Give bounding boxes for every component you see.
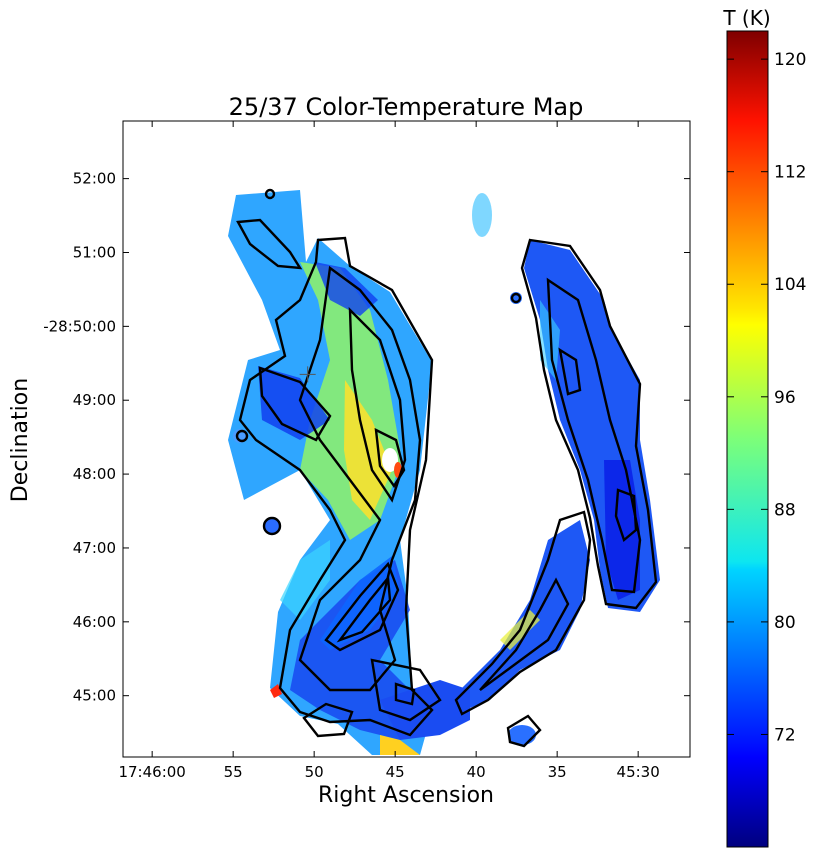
small-patch <box>472 193 492 237</box>
contour <box>520 238 658 610</box>
chart-title: 25/37 Color-Temperature Map <box>229 93 584 121</box>
contour <box>510 292 522 304</box>
x-axis-label: Right Ascension <box>318 783 494 808</box>
contour <box>302 702 354 738</box>
x-tick-label: 45 <box>386 763 405 781</box>
colorbar-ticks: 72 80 88 96 104 112 120 <box>727 50 806 745</box>
left-arc-filament <box>320 556 400 650</box>
contour <box>374 427 406 489</box>
hot-spot <box>382 448 398 472</box>
x-tick-label: 45:30 <box>617 763 660 781</box>
contour <box>506 714 542 748</box>
colorbar-tick-label: 80 <box>774 613 796 633</box>
y-axis-ticks: 45:00 46:00 47:00 48:00 49:00 -28:50:00 51:00 5… <box>43 170 690 705</box>
contour <box>454 510 592 716</box>
colorbar: T (K) 72 80 88 96 104 112 120 <box>722 6 806 848</box>
x-tick-label: 55 <box>224 763 243 781</box>
contour <box>298 265 422 692</box>
y-tick-label: 48:00 <box>73 465 116 483</box>
colorbar-tick-label: 96 <box>774 388 796 408</box>
contour <box>479 577 570 691</box>
left-arc-cyan-patch <box>280 540 330 620</box>
contours <box>235 188 658 748</box>
contour <box>394 682 416 706</box>
left-arc-deep-2 <box>315 262 378 316</box>
x-tick-label: 35 <box>548 763 567 781</box>
small-patch <box>233 429 247 443</box>
y-tick-label: 49:00 <box>73 391 116 409</box>
marker-plus <box>299 366 316 383</box>
contour <box>558 347 582 396</box>
contour <box>614 488 638 543</box>
y-axis-label: Declination <box>8 378 33 502</box>
colorbar-gradient <box>726 30 769 848</box>
contour <box>546 277 642 594</box>
x-tick-label: 40 <box>467 763 486 781</box>
contour <box>336 574 392 643</box>
colorbar-tick-label: 112 <box>774 163 806 183</box>
contour <box>324 561 400 652</box>
x-tick-label: 17:46:00 <box>118 763 185 781</box>
y-tick-label: 46:00 <box>73 613 116 631</box>
small-patch <box>263 517 281 535</box>
colorbar-tick-label: 88 <box>774 500 796 520</box>
contour <box>235 429 249 443</box>
contour <box>348 307 407 503</box>
y-tick-label: -28:50:00 <box>43 317 116 335</box>
contour <box>264 188 276 200</box>
y-tick-label: 45:00 <box>73 687 116 705</box>
y-tick-label: 52:00 <box>73 170 116 188</box>
contour <box>262 516 282 536</box>
bottom-yellow <box>380 735 420 755</box>
colorbar-label: T (K) <box>722 6 770 30</box>
colorbar-tick-label: 72 <box>774 725 796 745</box>
y-tick-label: 51:00 <box>73 243 116 261</box>
y-tick-label: 47:00 <box>73 539 116 557</box>
contour <box>370 658 442 722</box>
contour <box>236 218 303 270</box>
temperature-map <box>228 190 660 755</box>
plot-frame <box>122 120 691 758</box>
contour <box>258 366 332 442</box>
colorbar-tick-label: 104 <box>774 275 806 295</box>
x-tick-label: 50 <box>305 763 324 781</box>
x-axis-ticks: 17:46:00 55 50 45 40 35 45:30 <box>118 121 660 781</box>
contour <box>238 236 434 737</box>
plot-area <box>228 188 660 755</box>
colorbar-tick-label: 120 <box>774 50 806 70</box>
